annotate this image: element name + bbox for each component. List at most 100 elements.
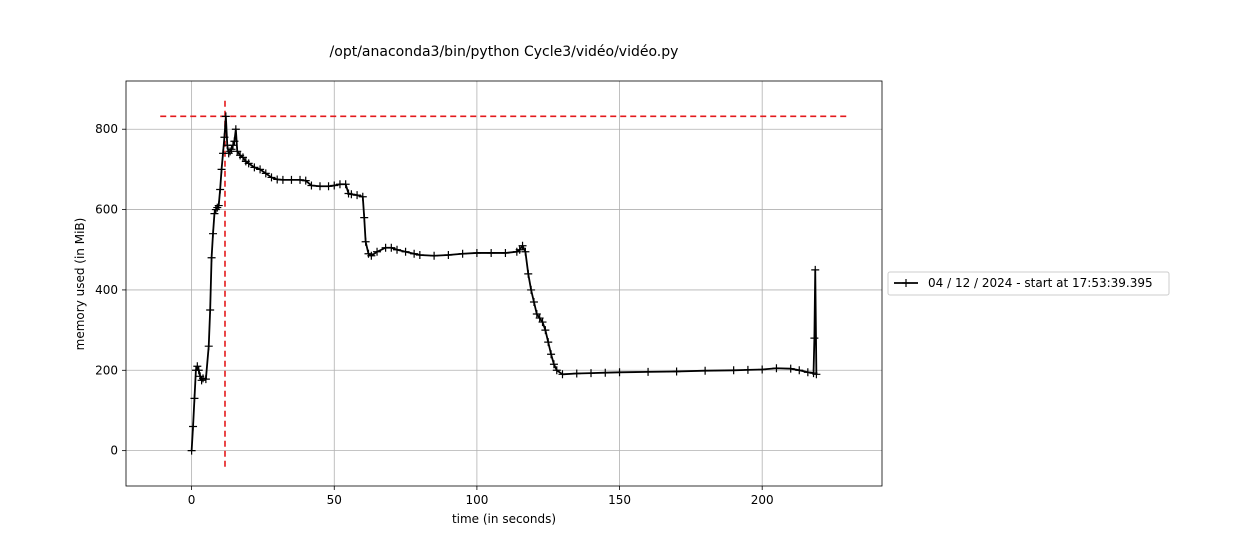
data-point-marker: [230, 137, 239, 146]
legend-plus-marker-icon: [902, 279, 910, 287]
data-point-marker: [415, 250, 424, 259]
data-point-marker: [410, 249, 419, 258]
data-point-marker: [238, 153, 247, 162]
data-point-marker: [401, 247, 410, 256]
data-point-marker: [190, 394, 199, 403]
data-point-marker: [256, 165, 265, 174]
data-point-marker: [213, 203, 222, 212]
data-point-marker: [803, 368, 812, 377]
data-point-marker: [672, 367, 681, 376]
axis-ticks: 0 50 100 150 200 0 200 400 600 800: [95, 122, 774, 507]
data-point-marker: [209, 229, 218, 238]
y-tick-label: 400: [95, 283, 118, 297]
data-point-marker: [216, 185, 225, 194]
y-tick-label: 200: [95, 363, 118, 377]
x-axis-label: time (in seconds): [452, 512, 556, 526]
data-point-marker: [701, 366, 710, 375]
legend-box: [887, 271, 1170, 296]
data-point-marker: [572, 369, 581, 378]
data-point-marker: [324, 182, 333, 191]
data-point-marker: [524, 269, 533, 278]
data-point-marker: [210, 209, 219, 218]
data-point-marker: [387, 243, 396, 252]
data-point-marker: [206, 306, 215, 315]
legend: 04 / 12 / 2024 - start at 17:53:39.395: [887, 271, 1170, 296]
data-point-marker: [189, 422, 198, 431]
data-point-marker: [231, 125, 240, 134]
data-point-marker: [772, 364, 781, 373]
data-point-marker: [214, 201, 223, 210]
data-point-marker: [558, 370, 567, 379]
data-point-marker: [296, 175, 305, 184]
data-point-marker: [812, 370, 821, 379]
data-point-marker: [187, 446, 196, 455]
data-point-marker: [315, 182, 324, 191]
data-point-marker: [472, 248, 481, 257]
data-point-marker: [521, 247, 530, 256]
data-point-marker: [197, 376, 206, 385]
data-point-marker: [307, 181, 316, 190]
data-point-marker: [529, 297, 538, 306]
data-point-marker: [211, 205, 220, 214]
data-point-marker: [532, 310, 541, 319]
data-point-marker: [811, 265, 820, 274]
data-point-marker: [217, 165, 226, 174]
series-memory-usage: [187, 112, 821, 455]
data-point-marker: [515, 245, 524, 254]
x-tick-label: 0: [188, 493, 196, 507]
data-point-marker: [224, 149, 233, 158]
data-point-marker: [220, 133, 229, 142]
legend-entry-label: 04 / 12 / 2024 - start at 17:53:39.395: [928, 276, 1153, 290]
data-point-marker: [547, 350, 556, 359]
data-point-marker: [549, 360, 558, 369]
data-point-marker: [644, 367, 653, 376]
data-point-marker: [194, 366, 203, 375]
data-point-marker: [221, 112, 230, 121]
chart-title: /opt/anaconda3/bin/python Cycle3/vidéo/v…: [330, 44, 679, 60]
y-tick-label: 800: [95, 122, 118, 136]
data-point-marker: [393, 245, 402, 254]
data-point-marker: [278, 175, 287, 184]
peak-reference-lines: [160, 99, 848, 467]
data-point-marker: [552, 366, 561, 375]
data-point-marker: [361, 237, 370, 246]
data-point-marker: [535, 314, 544, 323]
data-point-marker: [795, 366, 804, 375]
plot-area-frame: [125, 80, 883, 487]
data-point-marker: [615, 368, 624, 377]
data-point-marker: [301, 176, 310, 185]
data-point-marker: [207, 253, 216, 262]
data-point-marker: [228, 141, 237, 150]
data-point-marker: [487, 248, 496, 257]
data-point-marker: [601, 368, 610, 377]
data-point-marker: [729, 366, 738, 375]
data-point-marker: [201, 375, 210, 384]
x-tick-label: 150: [608, 493, 631, 507]
data-point-marker: [541, 326, 550, 335]
data-point-marker: [786, 364, 795, 373]
data-point-marker: [458, 249, 467, 258]
data-point-marker: [373, 247, 382, 256]
data-point-marker: [501, 248, 510, 257]
data-point-marker: [527, 285, 536, 294]
data-point-marker: [544, 338, 553, 347]
data-point-marker: [204, 342, 213, 351]
data-point-marker: [360, 213, 369, 222]
data-point-marker: [353, 191, 362, 200]
data-point-marker: [267, 173, 276, 182]
data-point-marker: [518, 241, 527, 250]
data-point-marker: [367, 251, 376, 260]
x-tick-label: 50: [327, 493, 342, 507]
y-axis-label: memory used (in MiB): [73, 218, 87, 351]
data-point-marker: [244, 159, 253, 168]
data-point-marker: [261, 169, 270, 178]
data-point-marker: [743, 365, 752, 374]
data-point-marker: [430, 251, 439, 260]
data-point-marker: [330, 181, 339, 190]
y-tick-label: 600: [95, 203, 118, 217]
data-point-marker: [444, 250, 453, 259]
data-point-marker: [358, 192, 367, 201]
data-point-marker: [193, 362, 202, 371]
x-tick-label: 200: [751, 493, 774, 507]
